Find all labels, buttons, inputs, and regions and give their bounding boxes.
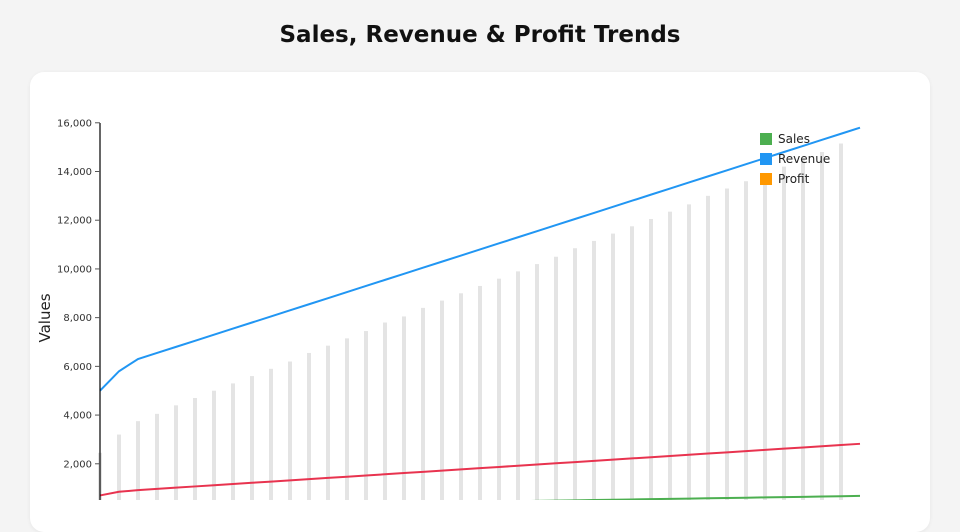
y-axis-label: Values <box>36 293 54 342</box>
legend-swatch-revenue <box>760 153 772 165</box>
bar <box>630 226 634 500</box>
y-tick-label: 16,000 <box>57 118 92 129</box>
bar <box>687 204 691 500</box>
y-tick-label: 8,000 <box>63 313 92 324</box>
line-sales <box>530 494 861 500</box>
bar <box>269 368 273 500</box>
bar <box>402 316 406 500</box>
legend-label-sales: Sales <box>778 132 810 146</box>
y-tick-label: 4,000 <box>63 411 92 422</box>
line-revenue <box>99 126 861 392</box>
bar <box>592 240 596 500</box>
bar <box>744 181 748 500</box>
line-profit <box>99 442 861 497</box>
bar <box>288 361 292 500</box>
bar <box>307 352 311 500</box>
bar <box>155 413 159 500</box>
legend-label-revenue: Revenue <box>778 152 830 166</box>
bar <box>459 293 463 500</box>
bar <box>782 166 786 500</box>
chart: 2,000 4,000 6,000 8,000 10,000 12,000 14,000 16… <box>36 118 861 500</box>
bar <box>136 421 140 500</box>
bar <box>725 188 729 500</box>
bar <box>668 211 672 500</box>
y-tick-label: 6,000 <box>63 362 92 373</box>
y-tick-label: 10,000 <box>57 264 92 275</box>
bar <box>364 331 368 500</box>
bar <box>820 152 824 500</box>
bar <box>174 405 178 500</box>
bar <box>345 338 349 500</box>
bar <box>231 383 235 500</box>
bar <box>649 218 653 500</box>
bar <box>839 143 843 500</box>
legend-label-profit: Profit <box>778 172 810 186</box>
bar <box>706 195 710 500</box>
bar <box>193 398 197 500</box>
bar <box>421 307 425 500</box>
bar <box>535 264 539 500</box>
bar <box>611 233 615 500</box>
bar <box>478 285 482 500</box>
bar <box>801 159 805 500</box>
bar <box>212 390 216 500</box>
bar <box>516 271 520 500</box>
chart-title: Sales, Revenue & Profit Trends <box>279 22 681 48</box>
bar <box>440 300 444 500</box>
bar <box>763 173 767 500</box>
bar <box>497 278 501 500</box>
bar <box>554 256 558 500</box>
bar <box>573 248 577 500</box>
legend-swatch-sales <box>760 133 772 145</box>
bar <box>383 322 387 500</box>
legend-swatch-profit <box>760 173 772 185</box>
y-tick-label: 12,000 <box>57 216 92 227</box>
bar <box>250 376 254 500</box>
bar <box>117 434 121 500</box>
y-tick-label: 2,000 <box>63 459 92 470</box>
y-tick-label: 14,000 <box>57 167 92 178</box>
bar <box>326 345 330 500</box>
